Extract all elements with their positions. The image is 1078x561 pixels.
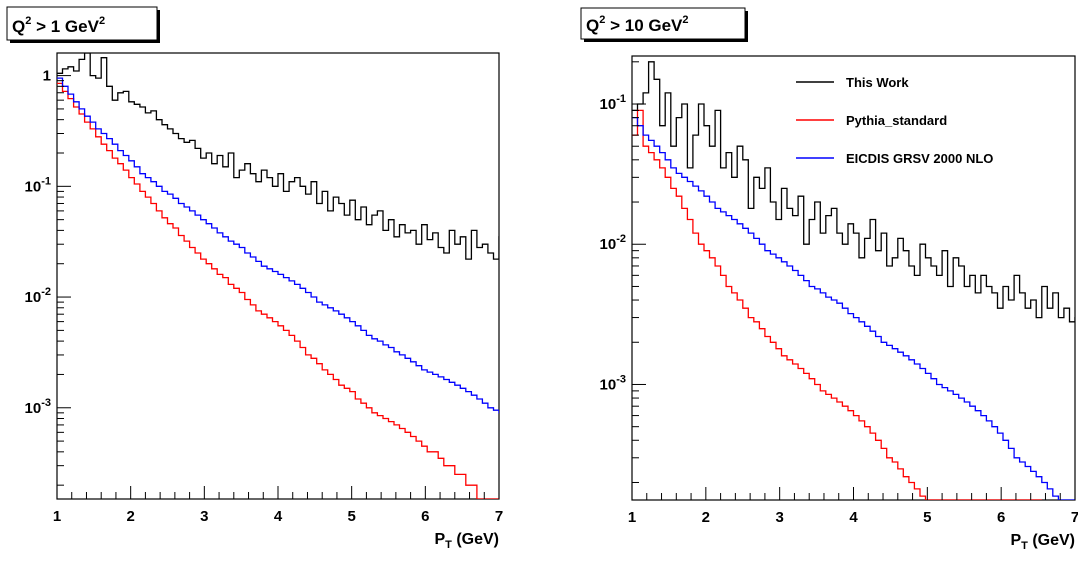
chart-title: Q2 > 10 GeV2	[586, 14, 689, 35]
legend-label: This Work	[846, 75, 909, 90]
series-line-series-2	[57, 82, 499, 499]
x-tick-label: 2	[126, 508, 134, 525]
chart-title: Q2 > 1 GeV2	[12, 15, 105, 36]
x-tick-label: 3	[775, 509, 783, 526]
legend-label: EICDIS GRSV 2000 NLO	[846, 151, 993, 166]
x-axis-title: PT (GeV)	[1010, 532, 1075, 552]
x-tick-label: 2	[702, 509, 710, 526]
y-tick-label: 10-3	[25, 397, 51, 417]
title-box	[6, 6, 158, 41]
chart-panel-1: 1 2 3 4 5 6 7 1 10-1 10-2 10-3 PT (GeV) Q2 > 1 GeV2	[6, 6, 503, 551]
series-line-this-work	[632, 61, 1075, 323]
x-tick-label: 1	[53, 508, 61, 525]
x-tick-label: 5	[923, 509, 931, 526]
x-tick-label: 7	[495, 508, 503, 525]
series-line-series-1	[57, 53, 499, 260]
series-line-series-3	[57, 77, 499, 414]
series-line-pythia-standard	[632, 109, 1042, 500]
y-tick-label: 10-3	[600, 373, 626, 393]
series-line-eicdis-grsv-2000-nlo	[632, 116, 1075, 500]
legend-label: Pythia_standard	[846, 113, 947, 128]
y-tick-label: 10-1	[25, 175, 51, 195]
y-tick-label: 1	[43, 68, 51, 85]
x-tick-label: 7	[1071, 509, 1078, 526]
chart-panel-2: 1 2 3 4 5 6 7 10-1 10-2 10-3 PT (GeV) Q2 > 10 GeV2 T…	[580, 7, 1078, 552]
y-tick-label: 10-2	[25, 286, 51, 306]
title-box	[580, 7, 746, 40]
y-tick-label: 10-1	[600, 93, 626, 113]
x-tick-label: 4	[849, 509, 858, 526]
x-tick-label: 4	[274, 508, 283, 525]
legend: This Work Pythia_standard EICDIS GRSV 2000…	[796, 75, 993, 166]
x-tick-label: 3	[200, 508, 208, 525]
x-tick-label: 6	[421, 508, 429, 525]
x-axis-title: PT (GeV)	[434, 531, 499, 551]
y-tick-label: 10-2	[600, 233, 626, 253]
x-tick-label: 5	[347, 508, 355, 525]
x-tick-label: 6	[997, 509, 1005, 526]
x-tick-label: 1	[628, 509, 636, 526]
